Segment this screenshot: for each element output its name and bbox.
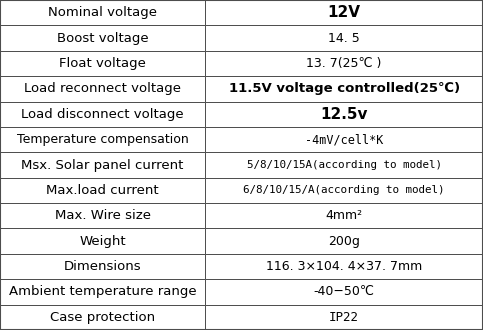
Bar [205, 0, 483, 25]
Bar [205, 127, 483, 152]
Bar [0, 51, 205, 76]
Text: 11.5V voltage controlled(25℃): 11.5V voltage controlled(25℃) [228, 82, 460, 95]
Text: 14. 5: 14. 5 [328, 32, 360, 45]
Text: 5/8/10/15A(according to model): 5/8/10/15A(according to model) [247, 160, 441, 170]
Text: IP22: IP22 [329, 311, 359, 324]
Text: Max.load current: Max.load current [46, 184, 159, 197]
Bar [0, 178, 205, 203]
Bar [205, 279, 483, 305]
Text: Temperature compensation: Temperature compensation [17, 133, 188, 146]
Text: Dimensions: Dimensions [64, 260, 142, 273]
Bar [205, 51, 483, 76]
Bar [0, 152, 205, 178]
Text: -40−50℃: -40−50℃ [313, 285, 375, 298]
Text: Msx. Solar panel current: Msx. Solar panel current [21, 158, 184, 172]
Text: Float voltage: Float voltage [59, 57, 146, 70]
Text: Case protection: Case protection [50, 311, 155, 324]
Bar [0, 305, 205, 330]
Bar [0, 76, 205, 102]
Bar [205, 203, 483, 228]
Bar [0, 228, 205, 254]
Bar [0, 0, 205, 25]
Text: 13. 7(25℃ ): 13. 7(25℃ ) [306, 57, 382, 70]
Bar [0, 102, 205, 127]
Bar [205, 254, 483, 279]
Text: -4mV/cell*K: -4mV/cell*K [305, 133, 384, 146]
Bar [0, 254, 205, 279]
Text: Nominal voltage: Nominal voltage [48, 6, 157, 19]
Bar [205, 228, 483, 254]
Text: 200g: 200g [328, 235, 360, 248]
Bar [205, 305, 483, 330]
Text: Boost voltage: Boost voltage [57, 32, 148, 45]
Bar [0, 25, 205, 51]
Bar [205, 76, 483, 102]
Bar [0, 127, 205, 152]
Text: Load reconnect voltage: Load reconnect voltage [24, 82, 181, 95]
Text: Load disconnect voltage: Load disconnect voltage [21, 108, 184, 121]
Text: 12V: 12V [327, 5, 361, 20]
Bar [205, 152, 483, 178]
Text: 116. 3×104. 4×37. 7mm: 116. 3×104. 4×37. 7mm [266, 260, 422, 273]
Text: 6/8/10/15/A(according to model): 6/8/10/15/A(according to model) [243, 185, 445, 195]
Bar [205, 178, 483, 203]
Text: 12.5v: 12.5v [320, 107, 368, 122]
Bar [0, 203, 205, 228]
Text: Ambient temperature range: Ambient temperature range [9, 285, 197, 298]
Text: Max. Wire size: Max. Wire size [55, 209, 151, 222]
Text: 4mm²: 4mm² [326, 209, 363, 222]
Bar [205, 102, 483, 127]
Bar [0, 279, 205, 305]
Bar [205, 25, 483, 51]
Text: Weight: Weight [79, 235, 126, 248]
